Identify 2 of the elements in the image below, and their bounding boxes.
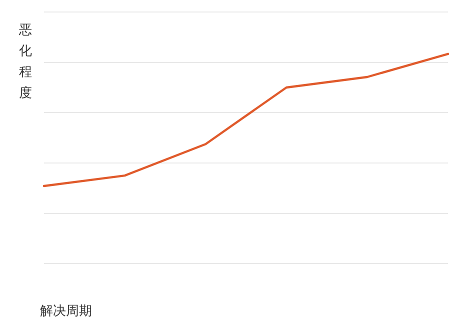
x-axis-title: 解决周期 <box>40 303 92 320</box>
y-axis-title: 恶化程度 <box>19 22 33 103</box>
